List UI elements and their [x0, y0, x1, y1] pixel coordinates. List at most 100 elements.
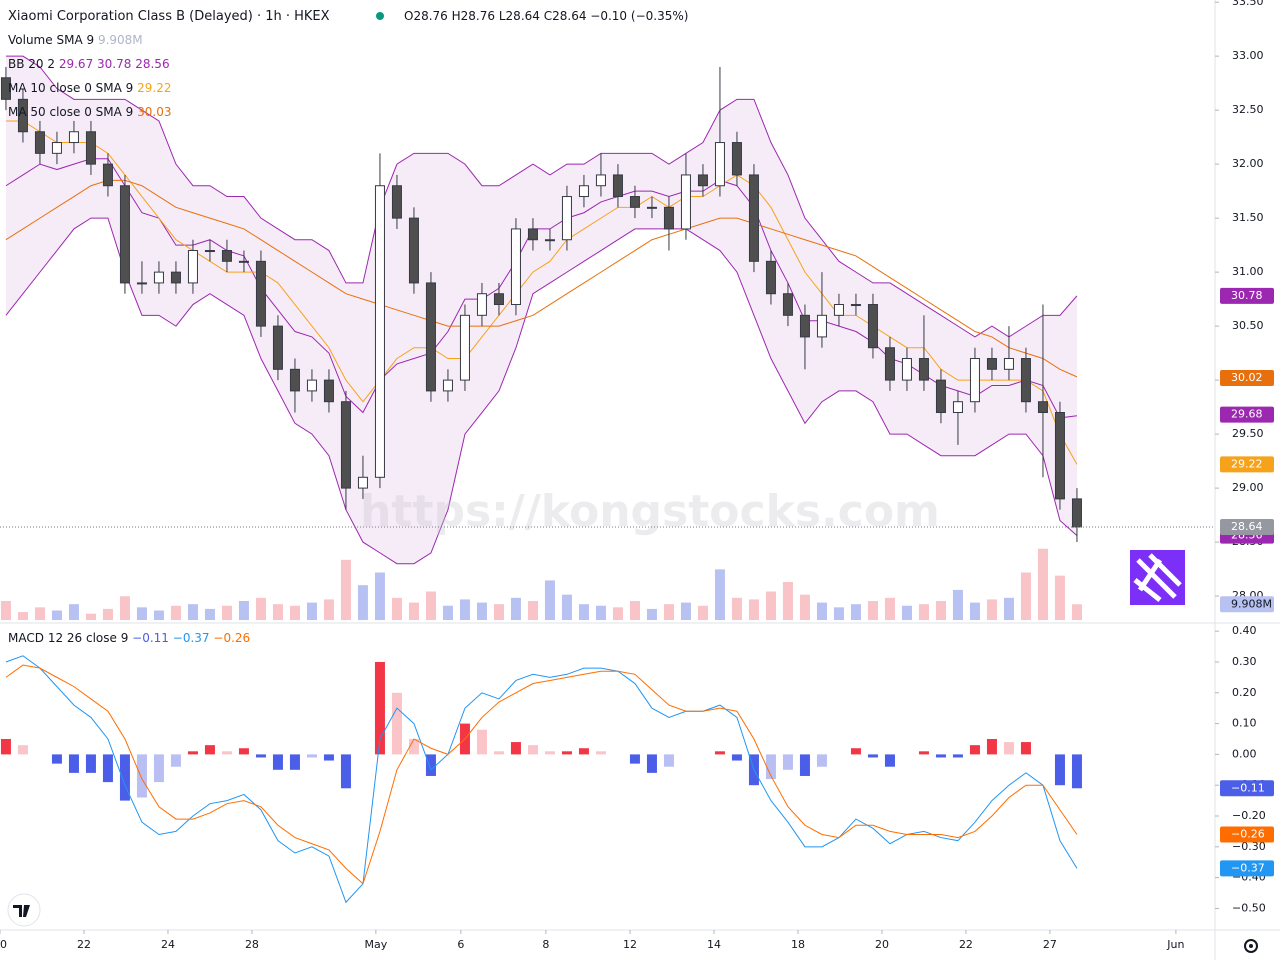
candle-body — [544, 239, 555, 242]
volume-bar — [153, 610, 164, 620]
gear — [1244, 939, 1258, 953]
histogram-bar — [102, 754, 113, 783]
histogram-bar — [374, 661, 385, 755]
volume-bar — [1054, 575, 1065, 620]
back-layer: 28.0028.5029.0029.5030.0030.5031.0031.50… — [0, 0, 1266, 951]
ma-legend[interactable]: MA 10 close 0 SMA 9 29.22 — [8, 81, 171, 95]
histogram-bar — [119, 754, 130, 801]
y-tick-label: −0.20 — [1232, 809, 1266, 822]
candle-body — [799, 314, 810, 338]
y-tick-label: 0.00 — [1232, 747, 1257, 760]
histogram-bar — [969, 745, 980, 755]
histogram-bar — [187, 751, 198, 755]
candle-body — [323, 379, 334, 403]
x-tick-label: 8 — [542, 938, 549, 951]
macd-legend[interactable]: MACD 12 26 close 9 −0.11 −0.37 −0.26 — [8, 631, 250, 645]
candle-body — [646, 206, 657, 209]
candle-body — [391, 185, 402, 219]
market-status[interactable] — [376, 12, 384, 20]
volume-bar — [595, 605, 606, 620]
ma-legend[interactable]: MA 50 close 0 SMA 9 30.03 — [8, 105, 171, 119]
legend-params: SMA 9 — [56, 33, 94, 47]
x-tick-label: 22 — [959, 938, 973, 951]
logo-mark — [13, 905, 30, 917]
candle-body — [595, 174, 606, 187]
histogram-bar — [629, 754, 640, 764]
legend-value: 29.67 — [59, 57, 93, 71]
volume-bar — [119, 596, 130, 620]
bb-fill — [5, 56, 1077, 564]
price-tag-label: 29.68 — [1231, 408, 1263, 421]
candle-body — [867, 304, 878, 349]
volume-bar — [867, 601, 878, 620]
volume-bar — [952, 589, 963, 620]
price-tag — [1220, 369, 1274, 386]
candle-body — [374, 185, 385, 478]
y-tick-label: 33.50 — [1232, 0, 1264, 8]
legend-value: 30.03 — [137, 105, 171, 119]
candle-body — [272, 325, 283, 370]
histogram-bar — [51, 754, 62, 764]
histogram-bar — [391, 692, 402, 755]
volume-bar — [833, 607, 844, 620]
volume-bar — [68, 604, 79, 620]
volume-legend[interactable]: Volume SMA 9 9.908M — [8, 33, 143, 47]
candle-body — [935, 379, 946, 414]
volume-bar — [442, 605, 453, 620]
volume-bar — [1003, 597, 1014, 620]
histogram-bar — [17, 745, 28, 755]
high: H28.76 — [452, 9, 495, 23]
candle-body — [629, 196, 640, 208]
histogram-bar — [289, 754, 300, 770]
price-tag — [1220, 518, 1274, 535]
histogram-bar — [884, 754, 895, 767]
candle-body — [850, 304, 861, 307]
candle-body — [289, 368, 300, 392]
legend-name: BB — [8, 57, 24, 71]
x-tick-label: 18 — [791, 938, 805, 951]
macd-tag — [1220, 860, 1274, 877]
candle-body — [782, 293, 793, 316]
volume-bar — [272, 604, 283, 620]
price-tag — [1220, 456, 1274, 473]
histogram-bar — [646, 754, 657, 773]
line — [5, 217, 1078, 565]
settings-button[interactable] — [1244, 939, 1258, 953]
volume-bar — [884, 597, 895, 620]
legend-params: 20 2 — [28, 57, 55, 71]
volume-bar — [544, 580, 555, 620]
legend-name: Volume — [8, 33, 53, 47]
histogram-bar — [816, 754, 827, 767]
candle-body — [816, 314, 827, 338]
candle-body — [204, 250, 215, 253]
candle-body — [561, 196, 572, 241]
y-tick-label: 30.50 — [1232, 319, 1264, 332]
y-tick-label: 33.00 — [1232, 49, 1264, 62]
bb-legend[interactable]: BB 20 2 29.67 30.78 28.56 — [8, 57, 170, 71]
x-tick-label: 20 — [875, 938, 889, 951]
volume-bar — [323, 599, 334, 620]
candle-body — [221, 250, 232, 262]
tv-logo[interactable] — [7, 893, 41, 927]
x-tick-label: Jun — [1166, 938, 1184, 951]
volume-bar — [527, 601, 538, 620]
candle-body — [748, 174, 759, 262]
watermark: https://kongstocks.com — [360, 486, 940, 537]
change: −0.10 — [590, 9, 627, 23]
volume-bar — [799, 594, 810, 620]
y-tick-label: 32.50 — [1232, 103, 1264, 116]
candle-body — [918, 358, 929, 381]
y-tick-label: 0.30 — [1232, 655, 1257, 668]
macd-tag-label: −0.26 — [1231, 827, 1265, 840]
histogram-bar — [578, 748, 589, 755]
volume-bar — [680, 602, 691, 620]
histogram-bar — [663, 754, 674, 767]
volume-bar — [1071, 604, 1082, 620]
y-tick-label: 0.10 — [1232, 717, 1257, 730]
volume-bar — [748, 599, 759, 620]
histogram-bar — [272, 754, 283, 770]
x-tick-label: 12 — [623, 938, 637, 951]
candle-body — [238, 260, 249, 263]
candle-body — [731, 142, 742, 176]
site-icon[interactable] — [1130, 550, 1185, 605]
